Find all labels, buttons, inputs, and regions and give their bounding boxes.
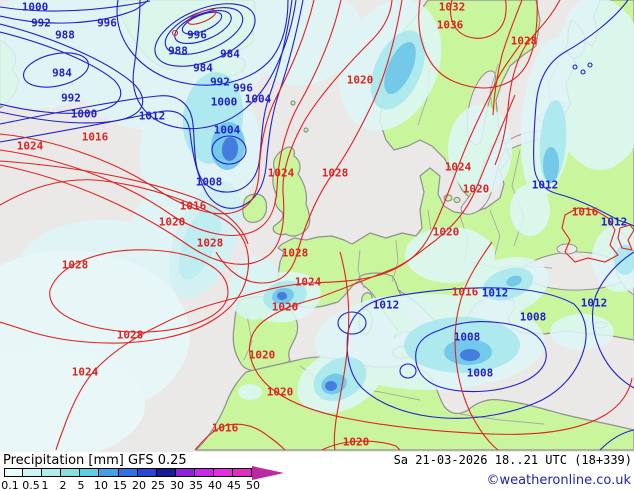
land-funen bbox=[453, 196, 461, 204]
forecast-map: 1000 992 988 996 984 992 1000 1012 996 988 984 984 9… bbox=[0, 0, 634, 452]
forecast-datetime: Sa 21-03-2026 18..21 UTC (18+339) bbox=[393, 453, 632, 467]
legend-segment bbox=[99, 468, 119, 477]
precip-intense bbox=[221, 137, 480, 391]
legend-segment bbox=[194, 468, 215, 477]
legend-segment bbox=[214, 468, 234, 477]
map-title: Precipitation [mm] GFS 0.25 bbox=[3, 453, 187, 468]
legend-footer: Precipitation [mm] GFS 0.25 Sa 21-03-202… bbox=[0, 452, 634, 490]
land-shetland bbox=[303, 127, 309, 133]
legend-tick: 40 bbox=[208, 479, 222, 490]
land-ireland bbox=[242, 193, 268, 223]
isobars-high bbox=[0, 0, 634, 451]
legend-tick: 45 bbox=[227, 479, 241, 490]
legend-tick: 30 bbox=[170, 479, 184, 490]
legend-segment bbox=[61, 468, 81, 477]
legend-tick: 0.5 bbox=[22, 479, 40, 490]
copyright-link[interactable]: ©weatheronline.co.uk bbox=[486, 473, 631, 488]
land-zealand bbox=[443, 194, 453, 202]
legend-tick: 35 bbox=[189, 479, 203, 490]
land-uk bbox=[272, 146, 311, 237]
legend-segment bbox=[80, 468, 100, 477]
sea-azov bbox=[556, 243, 578, 255]
scale-arrow-icon bbox=[252, 466, 284, 480]
legend-tick: 10 bbox=[94, 479, 108, 490]
map-canvas bbox=[0, 0, 634, 452]
scale-tick-labels: 0.1 0.5 1 2 5 10 15 20 25 30 35 40 45 50 bbox=[0, 479, 300, 490]
precip-color-scale bbox=[4, 468, 253, 477]
legend-segment bbox=[137, 468, 157, 477]
legend-segment bbox=[42, 468, 62, 477]
legend-tick: 5 bbox=[77, 479, 85, 490]
legend-tick: 2 bbox=[59, 479, 67, 490]
legend-tick: 1 bbox=[41, 479, 49, 490]
legend-segment bbox=[233, 468, 253, 477]
legend-segment bbox=[23, 468, 43, 477]
legend-segment bbox=[118, 468, 138, 477]
legend-tick: 50 bbox=[246, 479, 260, 490]
legend-segment bbox=[175, 468, 195, 477]
legend-segment bbox=[156, 468, 176, 477]
legend-tick: 25 bbox=[151, 479, 165, 490]
land-faroe bbox=[290, 100, 296, 106]
legend-tick: 0.1 bbox=[1, 479, 19, 490]
legend-tick: 20 bbox=[132, 479, 146, 490]
legend-tick: 15 bbox=[113, 479, 127, 490]
legend-segment bbox=[4, 468, 24, 477]
